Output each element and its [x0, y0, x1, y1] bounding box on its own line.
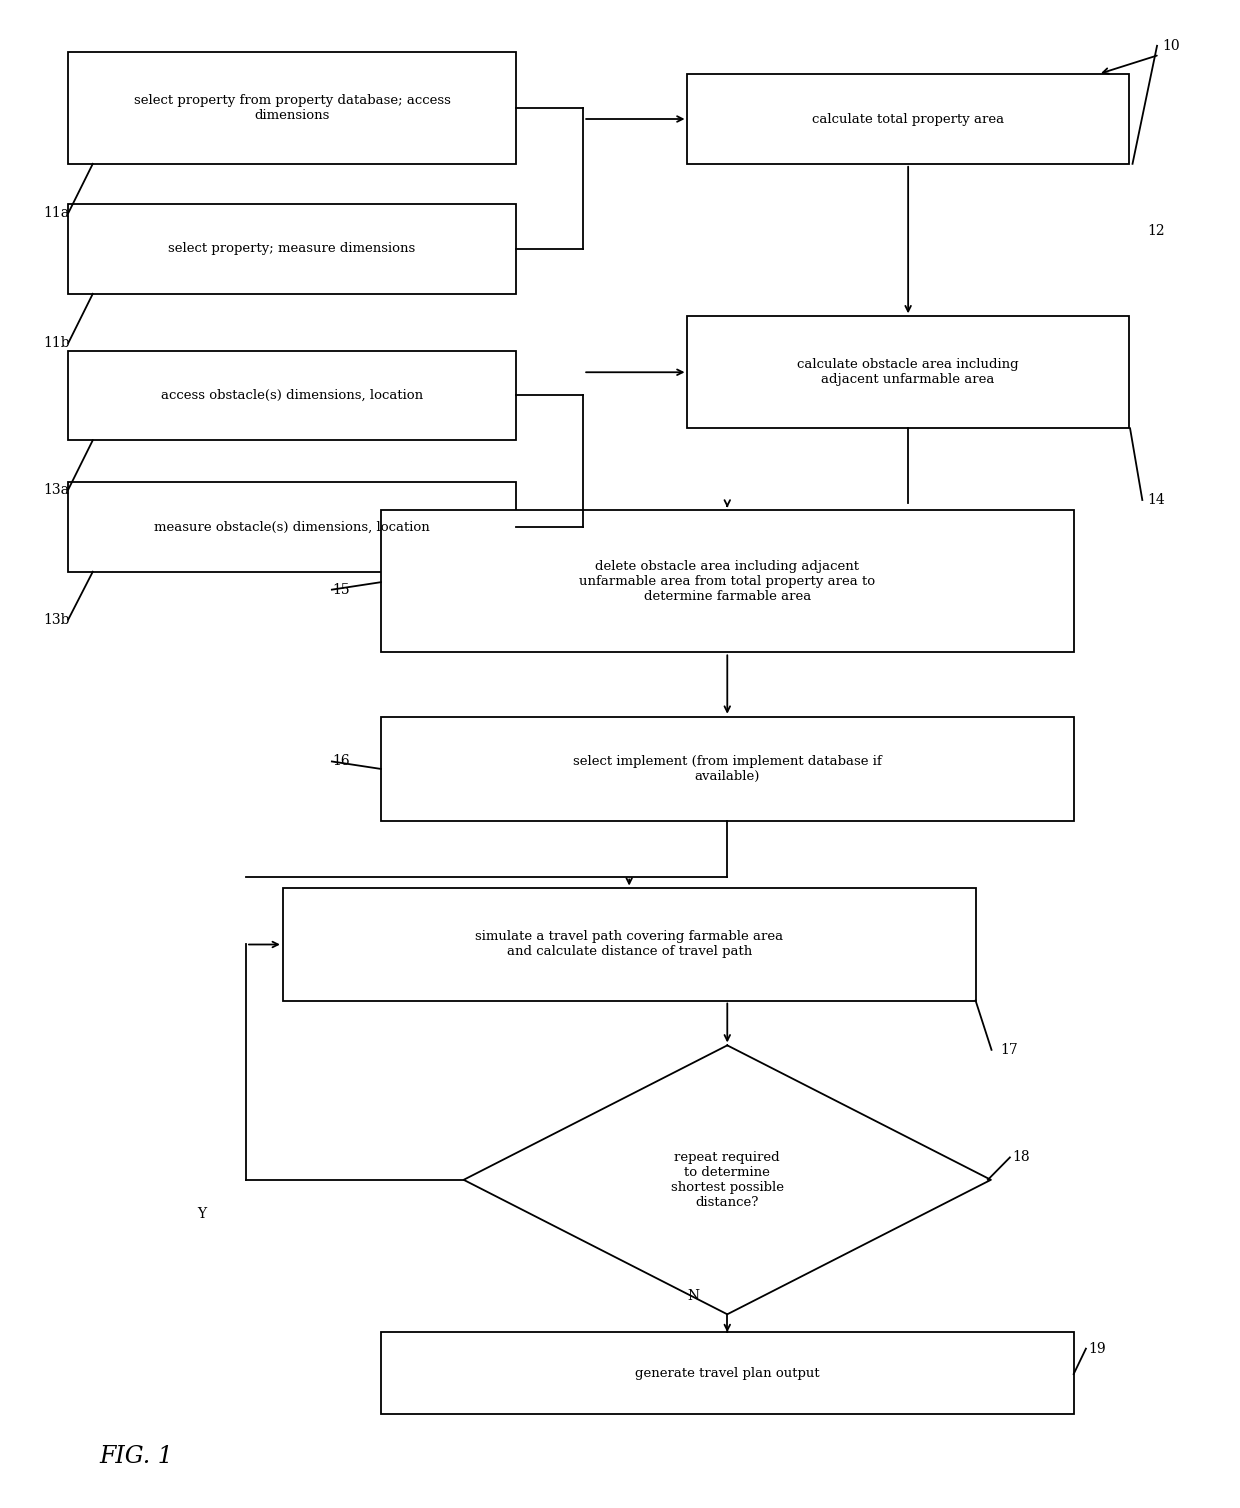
- Bar: [687, 74, 1128, 164]
- Text: 10: 10: [1162, 39, 1179, 53]
- Bar: [687, 317, 1128, 428]
- Text: calculate obstacle area including
adjacent unfarmable area: calculate obstacle area including adjace…: [797, 359, 1019, 386]
- Text: select implement (from implement database if
available): select implement (from implement databas…: [573, 756, 882, 783]
- Text: N: N: [687, 1289, 699, 1303]
- Text: 11a: 11a: [43, 207, 69, 220]
- Text: generate travel plan output: generate travel plan output: [635, 1366, 820, 1380]
- Text: delete obstacle area including adjacent
unfarmable area from total property area: delete obstacle area including adjacent …: [579, 559, 875, 603]
- Text: access obstacle(s) dimensions, location: access obstacle(s) dimensions, location: [161, 389, 423, 403]
- Text: 16: 16: [332, 754, 350, 769]
- Text: simulate a travel path covering farmable area
and calculate distance of travel p: simulate a travel path covering farmable…: [475, 930, 784, 959]
- Bar: [381, 1332, 1074, 1415]
- Text: 19: 19: [1089, 1342, 1106, 1356]
- Text: select property from property database; access
dimensions: select property from property database; …: [134, 93, 450, 122]
- Text: 17: 17: [1001, 1044, 1018, 1057]
- Text: 12: 12: [1147, 225, 1164, 238]
- Text: 13b: 13b: [43, 612, 71, 626]
- Text: 11b: 11b: [43, 336, 71, 350]
- Text: FIG. 1: FIG. 1: [99, 1445, 172, 1469]
- Bar: [68, 204, 516, 294]
- Bar: [381, 716, 1074, 822]
- Text: calculate total property area: calculate total property area: [812, 113, 1004, 125]
- Bar: [68, 51, 516, 164]
- Text: Y: Y: [197, 1208, 206, 1221]
- Text: repeat required
to determine
shortest possible
distance?: repeat required to determine shortest po…: [671, 1151, 784, 1209]
- Text: 14: 14: [1147, 493, 1164, 507]
- Text: select property; measure dimensions: select property; measure dimensions: [169, 243, 415, 255]
- Text: 13a: 13a: [43, 483, 69, 496]
- Bar: [381, 511, 1074, 653]
- Text: 15: 15: [332, 582, 350, 597]
- Bar: [68, 350, 516, 440]
- Bar: [283, 888, 976, 1000]
- Text: 18: 18: [1012, 1151, 1030, 1164]
- Text: measure obstacle(s) dimensions, location: measure obstacle(s) dimensions, location: [154, 520, 430, 534]
- Bar: [68, 483, 516, 572]
